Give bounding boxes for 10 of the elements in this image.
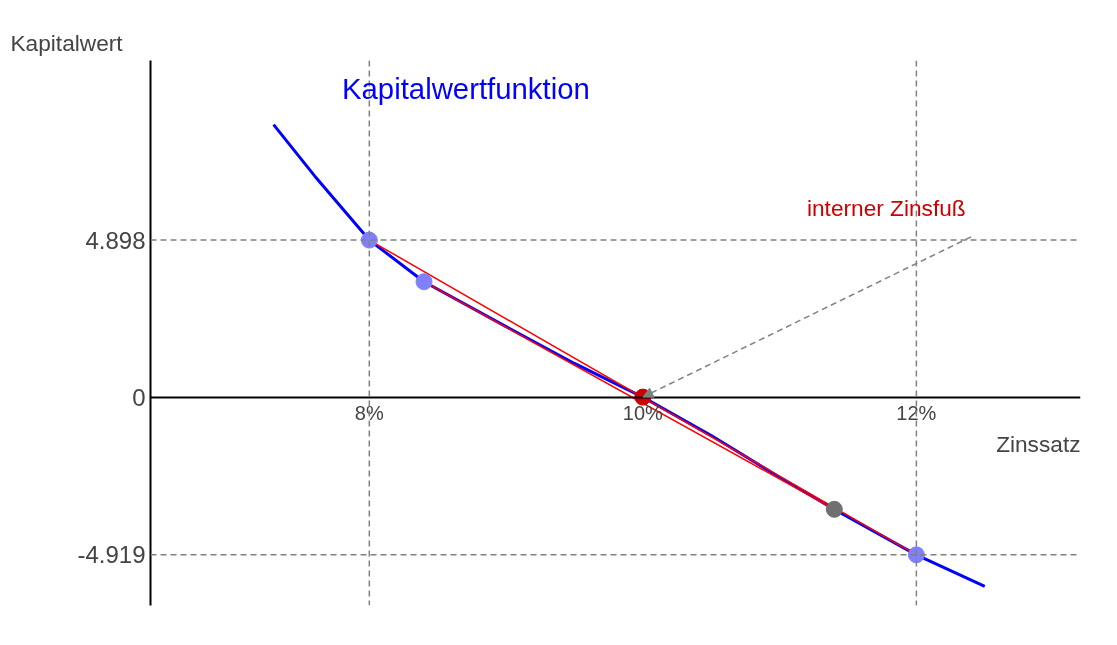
x-tick-label: 12% (896, 402, 937, 425)
x-tick-label: 10% (622, 402, 664, 425)
y-axis-title: Kapitalwert (10, 29, 124, 56)
y-tick-label: 0 (132, 383, 146, 411)
text: Kapitalwertfunktion (341, 72, 590, 106)
annotation: interner Zinsfuß (806, 194, 966, 221)
y-tick-label: -4.919 (77, 541, 146, 569)
y-tick-label: 4.898 (85, 226, 146, 254)
x-axis-title: Zinssatz (996, 431, 1081, 458)
x-tick-label: 8% (354, 402, 384, 425)
